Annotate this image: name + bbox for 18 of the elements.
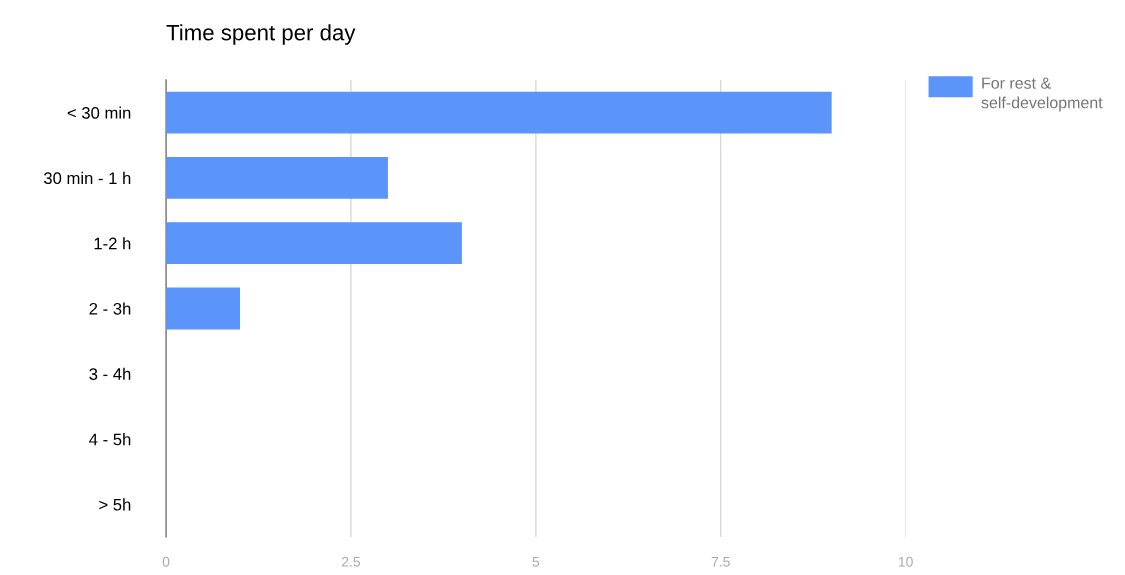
x-tick-label: 2.5 [341, 556, 361, 567]
y-tick-label: 4 - 5h [89, 433, 131, 446]
y-tick-label: 30 min - 1 h [43, 171, 131, 185]
y-tick-label: > 5h [99, 498, 131, 511]
bar [166, 287, 241, 330]
y-tick-label: 3 - 4h [89, 367, 131, 380]
y-tick-label: < 30 min [67, 106, 131, 119]
x-tick-label: 10 [898, 556, 913, 567]
y-tick-label: 2 - 3h [89, 302, 131, 315]
x-tick-label: 5 [532, 557, 540, 567]
bar [166, 222, 462, 265]
bar [166, 91, 832, 134]
bar [166, 156, 388, 199]
y-tick-label: 1-2 h [94, 237, 131, 250]
chart-title: Time spent per day [166, 24, 356, 45]
legend-label: For rest & self-development [981, 77, 1103, 112]
x-tick-label: 7.5 [711, 557, 730, 567]
x-tick-label: 0 [162, 556, 170, 567]
